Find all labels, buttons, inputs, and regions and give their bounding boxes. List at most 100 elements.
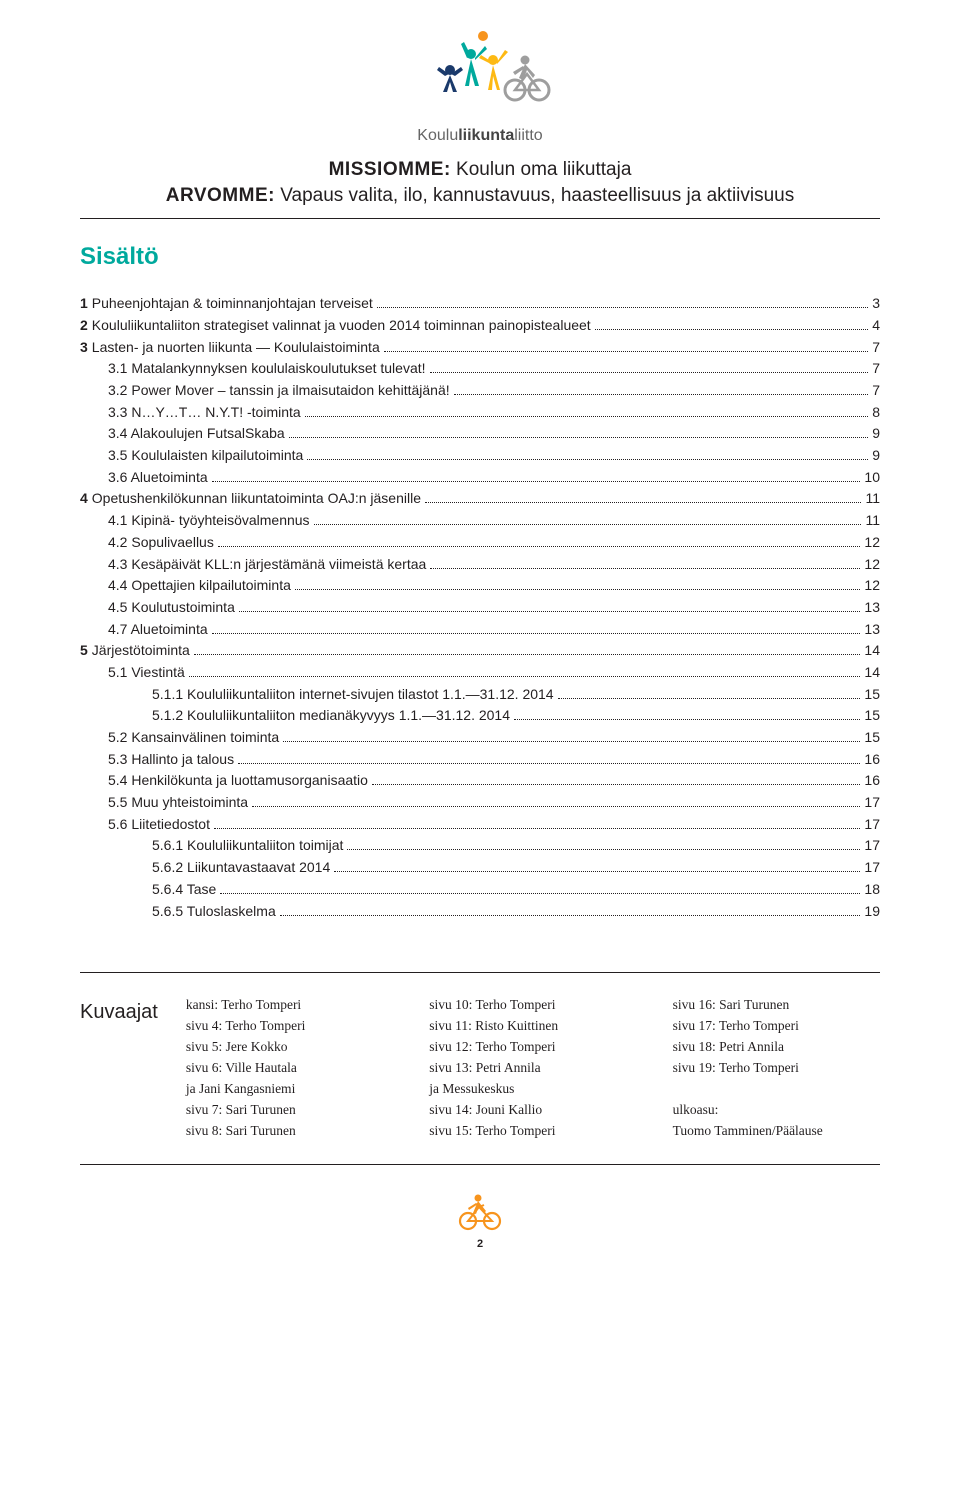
values-label: ARVOMME: <box>166 185 275 206</box>
toc-entry-text: 5.1 Viestintä <box>108 662 185 684</box>
credit-line: ja Jani Kangasniemi <box>186 1079 393 1100</box>
toc-row: 4.4 Opettajien kilpailutoiminta12 <box>80 575 880 597</box>
credits-col-1: kansi: Terho Tomperisivu 4: Terho Tomper… <box>186 995 393 1141</box>
toc-row: 5.6.4 Tase18 <box>80 879 880 901</box>
toc-chapter-number: 4 <box>80 488 88 510</box>
toc-entry-text: 5.1.2 Koululiikuntaliiton medianäkyvyys … <box>152 705 510 727</box>
toc-entry-text: 4.4 Opettajien kilpailutoiminta <box>108 575 291 597</box>
credit-line <box>673 1079 880 1100</box>
toc-row: 4.1 Kipinä- työyhteisövalmennus 11 <box>80 510 880 532</box>
credit-line: sivu 7: Sari Turunen <box>186 1100 393 1121</box>
footer: 2 <box>80 1191 880 1250</box>
toc-entry-text: Järjestötoiminta <box>92 640 190 662</box>
credits-label: Kuvaajat <box>80 995 158 1141</box>
toc-page-number: 13 <box>864 597 880 619</box>
table-of-contents: 1 Puheenjohtajan & toiminnanjohtajan ter… <box>80 293 880 922</box>
toc-entry-text: 5.6 Liitetiedostot <box>108 814 210 836</box>
toc-page-number: 10 <box>864 467 880 489</box>
toc-leader-dots <box>212 633 861 634</box>
toc-entry-text: 3.1 Matalankynnyksen koululaiskoulutukse… <box>108 358 426 380</box>
credit-line: sivu 12: Terho Tomperi <box>429 1037 636 1058</box>
toc-row: 5.1.1 Koululiikuntaliiton internet-sivuj… <box>80 684 880 706</box>
credit-line: sivu 18: Petri Annila <box>673 1037 880 1058</box>
toc-row: 4.3 Kesäpäivät KLL:n järjestämänä viimei… <box>80 554 880 576</box>
credit-line: sivu 10: Terho Tomperi <box>429 995 636 1016</box>
credit-line: sivu 15: Terho Tomperi <box>429 1121 636 1142</box>
toc-page-number: 14 <box>864 662 880 684</box>
toc-entry-text: 3.2 Power Mover – tanssin ja ilmaisutaid… <box>108 380 450 402</box>
toc-entry-text: 5.6.2 Liikuntavastaavat 2014 <box>152 857 330 879</box>
credit-line: sivu 6: Ville Hautala <box>186 1058 393 1079</box>
toc-page-number: 7 <box>872 358 880 380</box>
toc-leader-dots <box>295 589 861 590</box>
section-title: Sisältö <box>80 243 880 271</box>
toc-page-number: 7 <box>872 380 880 402</box>
toc-page-number: 17 <box>864 814 880 836</box>
toc-row: 5.3 Hallinto ja talous16 <box>80 749 880 771</box>
credit-line: ja Messukeskus <box>429 1079 636 1100</box>
toc-page-number: 18 <box>864 879 880 901</box>
toc-leader-dots <box>514 719 860 720</box>
cyclist-icon <box>457 1191 503 1231</box>
toc-entry-text: 4.1 Kipinä- työyhteisövalmennus <box>108 510 310 532</box>
toc-page-number: 3 <box>872 293 880 315</box>
toc-page-number: 16 <box>864 770 880 792</box>
headline-block: MISSIOMME: Koulun oma liikuttaja ARVOMME… <box>80 157 880 208</box>
toc-page-number: 7 <box>872 337 880 359</box>
toc-row: 5.6.1 Koululiikuntaliiton toimijat17 <box>80 835 880 857</box>
toc-leader-dots <box>430 568 860 569</box>
divider <box>80 218 880 219</box>
logo-figures-icon <box>405 30 555 120</box>
logo-wordmark: Koululiikuntaliitto <box>80 127 880 145</box>
toc-entry-text: 4.2 Sopulivaellus <box>108 532 214 554</box>
toc-leader-dots <box>283 741 860 742</box>
toc-entry-text: 3.5 Koululaisten kilpailutoiminta <box>108 445 303 467</box>
toc-row: 4 Opetushenkilökunnan liikuntatoiminta O… <box>80 488 880 510</box>
toc-entry-text: Puheenjohtajan & toiminnanjohtajan terve… <box>92 293 373 315</box>
toc-row: 5.6.2 Liikuntavastaavat 2014 17 <box>80 857 880 879</box>
toc-entry-text: Koululiikuntaliiton strategiset valinnat… <box>92 315 591 337</box>
logo: Koululiikuntaliitto <box>80 30 880 145</box>
toc-row: 3.6 Aluetoiminta10 <box>80 467 880 489</box>
credit-line: kansi: Terho Tomperi <box>186 995 393 1016</box>
credit-line: sivu 16: Sari Turunen <box>673 995 880 1016</box>
toc-page-number: 16 <box>864 749 880 771</box>
toc-entry-text: Lasten- ja nuorten liikunta — Koululaist… <box>92 337 380 359</box>
toc-leader-dots <box>189 676 861 677</box>
toc-leader-dots <box>280 915 861 916</box>
toc-leader-dots <box>595 329 869 330</box>
toc-leader-dots <box>307 459 868 460</box>
toc-leader-dots <box>384 351 868 352</box>
toc-row: 1 Puheenjohtajan & toiminnanjohtajan ter… <box>80 293 880 315</box>
toc-entry-text: 5.6.1 Koululiikuntaliiton toimijat <box>152 835 343 857</box>
toc-page-number: 12 <box>864 554 880 576</box>
toc-page-number: 9 <box>872 423 880 445</box>
toc-entry-text: 4.5 Koulutustoiminta <box>108 597 235 619</box>
toc-chapter-number: 3 <box>80 337 88 359</box>
toc-entry-text: 5.1.1 Koululiikuntaliiton internet-sivuj… <box>152 684 554 706</box>
toc-row: 2 Koululiikuntaliiton strategiset valinn… <box>80 315 880 337</box>
mission-text: Koulun oma liikuttaja <box>451 159 632 180</box>
toc-row: 3.3 N…Y…T… N.Y.T! -toiminta8 <box>80 402 880 424</box>
toc-leader-dots <box>194 654 861 655</box>
toc-chapter-number: 1 <box>80 293 88 315</box>
credit-line: sivu 14: Jouni Kallio <box>429 1100 636 1121</box>
toc-leader-dots <box>314 524 862 525</box>
toc-row: 3.5 Koululaisten kilpailutoiminta9 <box>80 445 880 467</box>
toc-row: 3.2 Power Mover – tanssin ja ilmaisutaid… <box>80 380 880 402</box>
toc-page-number: 11 <box>865 510 880 532</box>
toc-entry-text: 4.7 Aluetoiminta <box>108 619 208 641</box>
credit-line: Tuomo Tamminen/Päälause <box>673 1121 880 1142</box>
toc-leader-dots <box>252 806 860 807</box>
toc-leader-dots <box>289 437 869 438</box>
toc-entry-text: 4.3 Kesäpäivät KLL:n järjestämänä viimei… <box>108 554 426 576</box>
credits-col-3: sivu 16: Sari Turunensivu 17: Terho Tomp… <box>673 995 880 1141</box>
toc-chapter-number: 5 <box>80 640 88 662</box>
toc-page-number: 4 <box>872 315 880 337</box>
toc-page-number: 17 <box>864 857 880 879</box>
mission-label: MISSIOMME: <box>329 159 451 180</box>
toc-entry-text: 5.2 Kansainvälinen toiminta <box>108 727 279 749</box>
toc-page-number: 15 <box>864 727 880 749</box>
toc-leader-dots <box>454 394 869 395</box>
toc-row: 5.1 Viestintä 14 <box>80 662 880 684</box>
